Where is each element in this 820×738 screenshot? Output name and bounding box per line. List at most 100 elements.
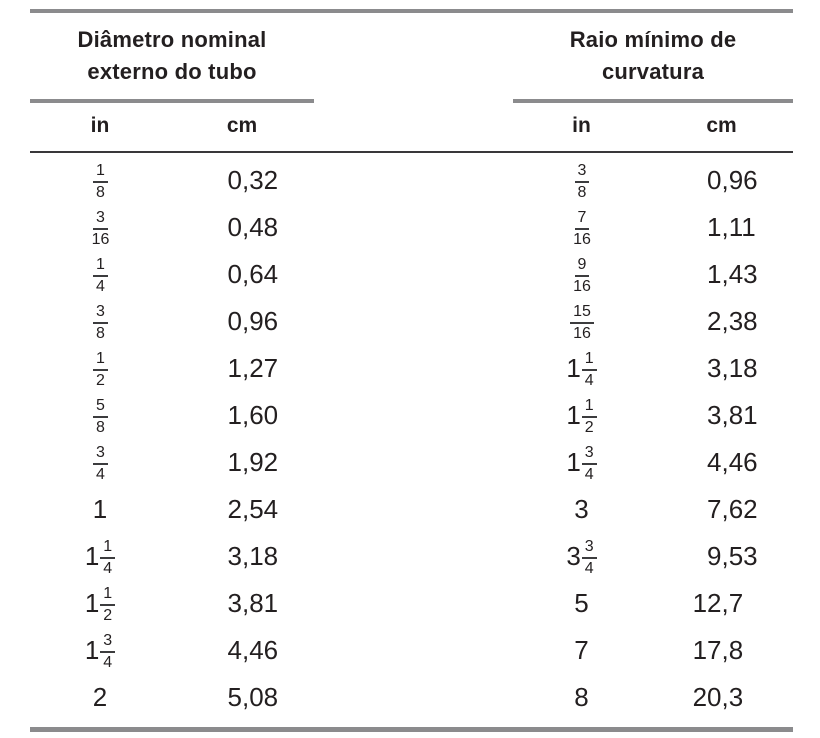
value-decimal-part: ,64 — [242, 258, 279, 289]
fraction-numerator: 7 — [574, 209, 590, 230]
whole-number: 1 — [84, 587, 100, 618]
col-header-radius-cm: cm — [706, 114, 737, 137]
value-decimal-part: ,18 — [242, 540, 279, 571]
table-row: 5 8 1,60 1 1 2 3,81 — [30, 391, 793, 438]
stacked-fraction: 3 16 — [92, 209, 110, 248]
diameter-cm-value: 0,32 — [170, 156, 314, 203]
diameter-in-value: 1 — [30, 485, 170, 532]
diameter-cm-value: 5,08 — [170, 673, 314, 720]
stacked-fraction: 15 16 — [570, 303, 594, 342]
top-rule — [30, 9, 793, 13]
column-gap — [314, 485, 513, 532]
column-gap — [314, 438, 513, 485]
radius-cm-value: 0,96 — [650, 156, 793, 203]
table-row: 1 1 4 3,18 3 3 4 9,53 — [30, 532, 793, 579]
fraction-denominator: 8 — [96, 418, 105, 436]
fraction-denominator: 8 — [96, 324, 105, 342]
group-header-diameter-line1: Diâmetro nominal — [77, 27, 267, 52]
col-header-radius-in: in — [572, 114, 591, 137]
fraction-denominator: 4 — [584, 465, 594, 483]
whole-number: 1 — [566, 446, 581, 477]
table-row: 1 3 4 4,46 7 17,8 — [30, 626, 793, 673]
value-integer-part: 0 — [227, 164, 242, 195]
whole-number: 1 — [566, 399, 581, 430]
group-underline-radius — [513, 99, 793, 103]
column-gap — [314, 626, 513, 673]
radius-in-value: 7 16 — [513, 203, 650, 250]
value-integer-part: 9 — [707, 540, 722, 571]
fraction-denominator: 4 — [584, 559, 594, 577]
table-row: 2 5,08 8 20,3 — [30, 673, 793, 720]
whole-number: 3 — [566, 540, 581, 571]
table-row: 3 16 0,48 7 16 1,11 — [30, 203, 793, 250]
value-decimal-part: ,96 — [721, 164, 758, 195]
radius-in-value: 5 — [513, 579, 650, 626]
table-row: 1 1 2 3,81 5 12,7 — [30, 579, 793, 626]
fraction-numerator: 3 — [581, 538, 597, 559]
value-decimal-part: ,46 — [242, 634, 279, 665]
value-integer-part: 3 — [707, 399, 722, 430]
value-decimal-part: ,62 — [721, 493, 758, 524]
radius-cm-value: 9,53 — [650, 532, 793, 579]
fraction-denominator: 16 — [573, 277, 591, 295]
fraction-numerator: 5 — [93, 397, 108, 418]
table-container: Diâmetro nominal externo do tubo Raio mí… — [30, 9, 793, 732]
fraction-denominator: 16 — [573, 230, 591, 248]
radius-cm-value: 3,81 — [650, 391, 793, 438]
value-integer-part: 0 — [227, 211, 242, 242]
column-gap — [314, 673, 513, 720]
fraction-numerator: 9 — [574, 256, 590, 277]
radius-in-value: 8 — [513, 673, 650, 720]
value-integer-part: 2 — [707, 305, 722, 336]
column-gap — [314, 250, 513, 297]
radius-cm-value: 1,11 — [650, 203, 793, 250]
diameter-cm-value: 3,18 — [170, 532, 314, 579]
value-decimal-part: ,81 — [242, 587, 279, 618]
value-integer-part: 0 — [707, 164, 722, 195]
value-integer-part: 1 — [227, 399, 242, 430]
group-underline-row — [30, 99, 793, 103]
column-gap — [314, 344, 513, 391]
fraction-numerator: 1 — [93, 256, 108, 277]
value-integer-part: 1 — [227, 352, 242, 383]
fraction-denominator: 4 — [96, 465, 105, 483]
radius-in-value: 7 — [513, 626, 650, 673]
value-integer-part: 0 — [227, 305, 242, 336]
column-gap — [314, 99, 513, 103]
whole-number: 5 — [574, 587, 589, 618]
diameter-cm-value: 1,27 — [170, 344, 314, 391]
fraction-numerator: 1 — [100, 585, 116, 606]
diameter-in-value: 2 — [30, 673, 170, 720]
whole-number: 7 — [574, 634, 589, 665]
table-row: 1 2 1,27 1 1 4 3,18 — [30, 344, 793, 391]
fraction-denominator: 8 — [96, 183, 105, 201]
value-decimal-part: ,32 — [242, 164, 279, 195]
value-decimal-part: ,46 — [721, 446, 758, 477]
whole-number: 1 — [566, 352, 581, 383]
diameter-in-value-content: 2 — [93, 684, 107, 710]
value-integer-part: 3 — [707, 352, 722, 383]
fraction-numerator: 1 — [93, 350, 108, 371]
